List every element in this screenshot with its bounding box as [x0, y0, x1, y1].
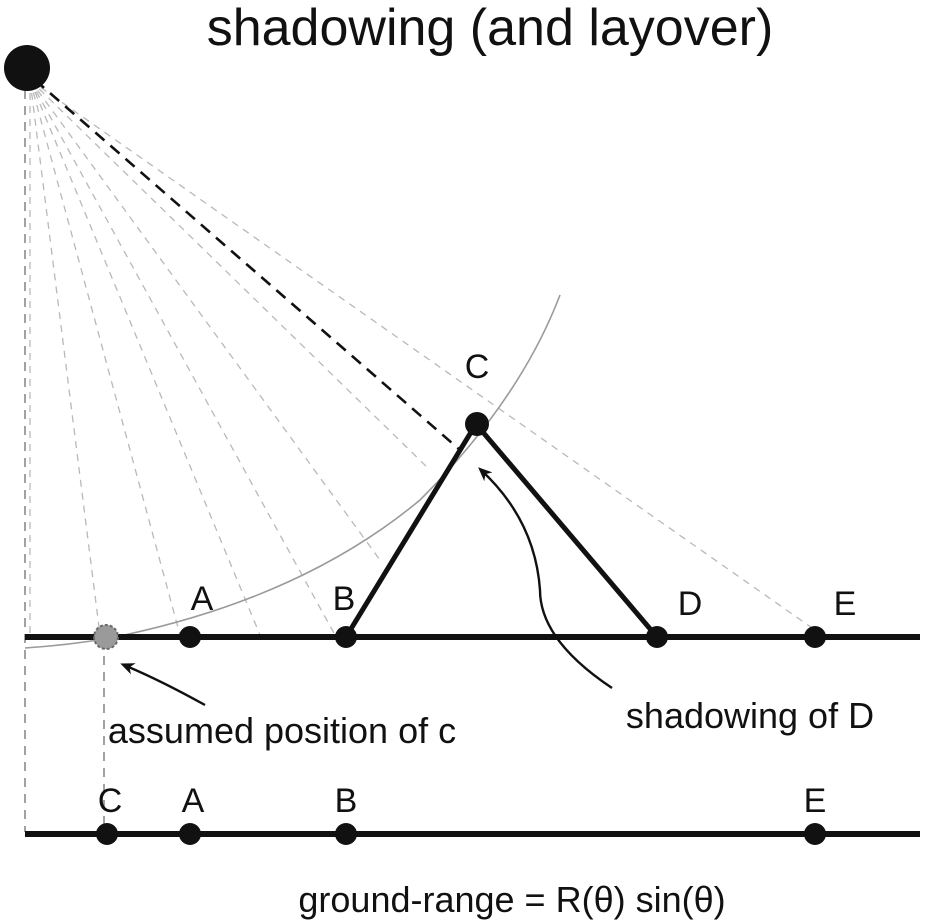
projected-label-b: B: [335, 782, 358, 820]
projected-label-a: A: [182, 782, 205, 820]
projected-point-e: [804, 823, 826, 845]
label-a: A: [191, 580, 214, 618]
range-rays: [29, 79, 816, 636]
assumed-position-caption: assumed position of c: [108, 710, 456, 751]
projected-label-e: E: [804, 782, 827, 820]
shadowing-arrow: [478, 467, 613, 689]
label-d: D: [678, 585, 703, 623]
ground-range-equation: ground-range = R(θ) sin(θ): [298, 879, 725, 920]
line-of-sight: [34, 79, 461, 451]
label-c: C: [465, 348, 490, 386]
label-b: B: [333, 580, 356, 618]
range-arc: [24, 294, 561, 649]
terrain-point-d: [646, 626, 668, 648]
terrain-point-c: [465, 412, 489, 436]
projected-point-b: [335, 823, 357, 845]
mountain-profile: [343, 419, 659, 639]
terrain-point-e: [804, 626, 826, 648]
label-e: E: [834, 585, 857, 623]
projected-point-a: [179, 823, 201, 845]
assumed-position-marker: [93, 624, 119, 650]
shadowing-caption: shadowing of D: [626, 695, 874, 736]
diagram-title: shadowing (and layover): [207, 0, 774, 57]
assumed-position-arrow: [120, 663, 206, 707]
projected-point-c: [96, 823, 118, 845]
radar-sensor: [4, 45, 50, 91]
terrain-point-b: [335, 626, 357, 648]
terrain-point-a: [179, 626, 201, 648]
projected-label-c: C: [98, 782, 123, 820]
